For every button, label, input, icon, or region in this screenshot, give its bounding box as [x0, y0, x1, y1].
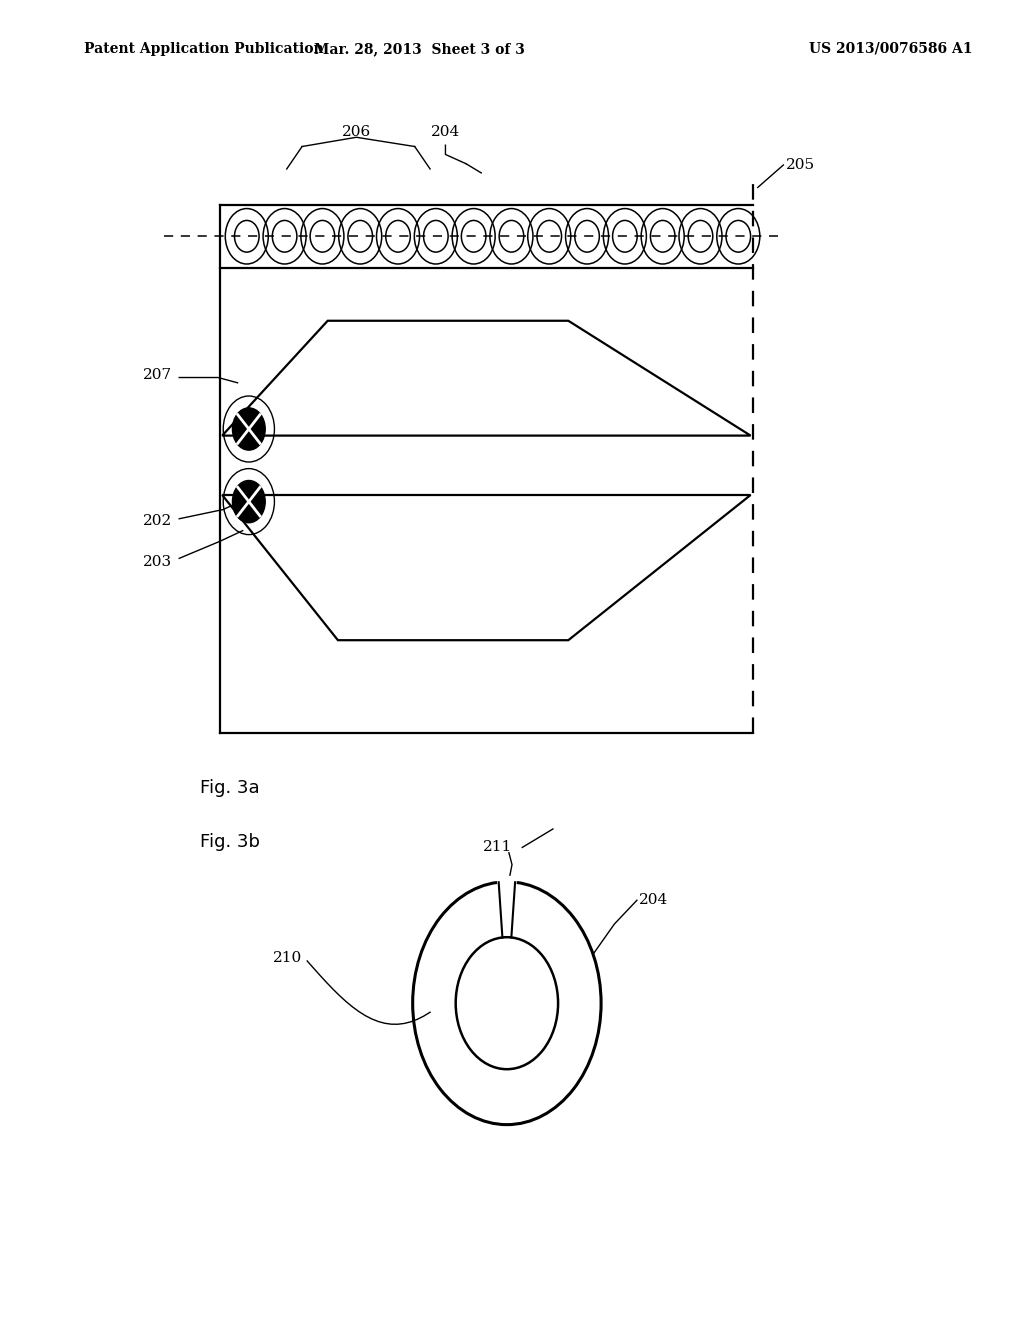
Text: 211: 211	[483, 841, 513, 854]
Text: Patent Application Publication: Patent Application Publication	[84, 42, 324, 55]
Text: 207: 207	[143, 368, 172, 381]
Text: Fig. 3a: Fig. 3a	[200, 779, 259, 797]
Text: 205: 205	[786, 158, 815, 172]
Text: 210: 210	[272, 952, 302, 965]
Text: 202: 202	[142, 515, 172, 528]
Circle shape	[232, 408, 265, 450]
Text: 204: 204	[639, 894, 669, 907]
Text: 206: 206	[342, 124, 371, 139]
Text: Fig. 3b: Fig. 3b	[200, 833, 260, 851]
Circle shape	[232, 480, 265, 523]
Text: 204: 204	[431, 124, 460, 139]
Text: US 2013/0076586 A1: US 2013/0076586 A1	[809, 42, 973, 55]
Text: Mar. 28, 2013  Sheet 3 of 3: Mar. 28, 2013 Sheet 3 of 3	[314, 42, 525, 55]
Text: 203: 203	[143, 556, 172, 569]
